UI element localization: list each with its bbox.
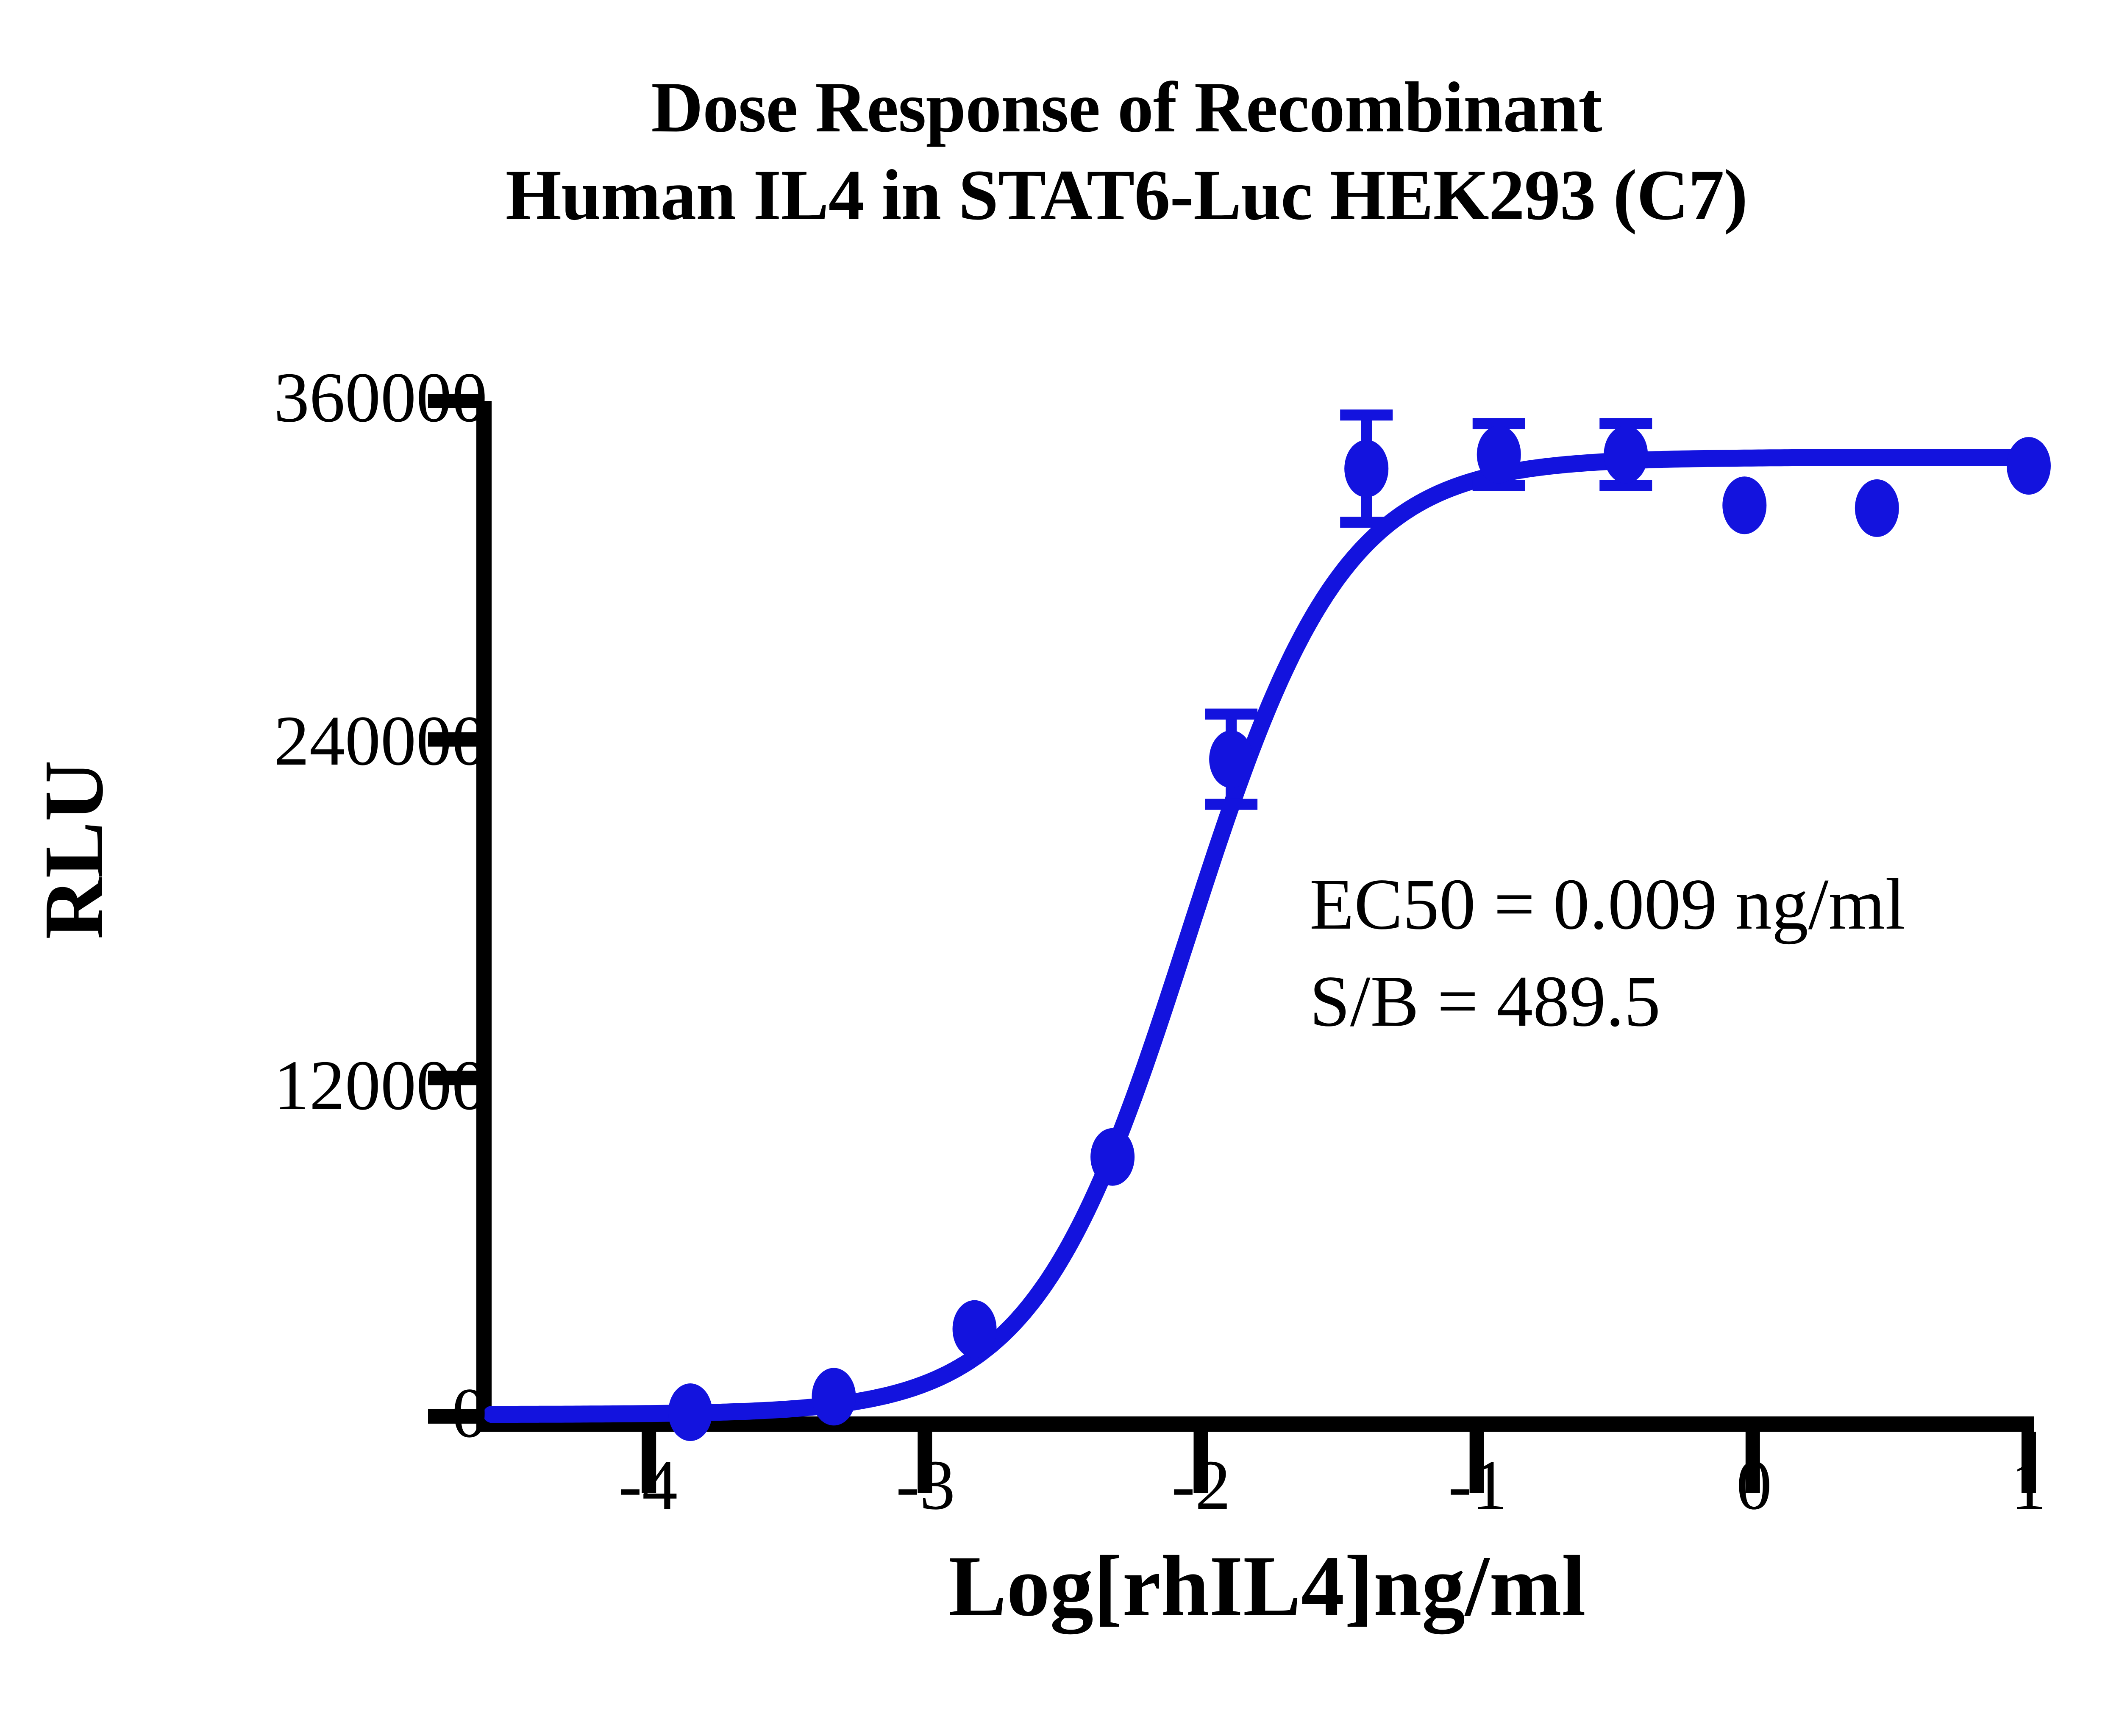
data-point-1[interactable]	[812, 1368, 856, 1426]
title-line-2: Human IL4 in STAT6-Luc HEK293 (C7)	[505, 155, 1748, 235]
y-tick-label-120000: 120000	[274, 1046, 487, 1125]
data-point-5[interactable]	[1344, 440, 1389, 498]
annotation-block: EC50 = 0.009 ng/ml S/B = 489.5	[1310, 856, 1905, 1050]
data-point-4[interactable]	[1209, 730, 1254, 788]
x-tick-label-minus2: -2	[1171, 1446, 1231, 1525]
x-axis-title: Log[rhIL4]ng/ml	[948, 1538, 1586, 1634]
page-title: Dose Response of Recombinant Human IL4 i…	[0, 64, 2119, 239]
data-point-3[interactable]	[1090, 1128, 1135, 1186]
y-tick-label-360000: 360000	[274, 358, 487, 437]
title-line-1: Dose Response of Recombinant	[651, 67, 1602, 147]
data-point-2[interactable]	[952, 1300, 997, 1358]
x-tick-label-minus4: -4	[618, 1446, 678, 1525]
data-point-9[interactable]	[1855, 479, 1899, 537]
ec50-annotation: EC50 = 0.009 ng/ml	[1310, 864, 1906, 945]
x-tick-label-minus3: -3	[896, 1446, 955, 1525]
data-point-7[interactable]	[1604, 426, 1648, 484]
data-point-8[interactable]	[1722, 476, 1767, 534]
sb-annotation: S/B = 489.5	[1310, 961, 1661, 1042]
y-tick-label-240000: 240000	[274, 701, 487, 780]
fit-curve	[483, 449, 2043, 1423]
y-tick-label-0: 0	[452, 1374, 487, 1452]
x-tick-label-one: 1	[2011, 1446, 2047, 1525]
data-point-6[interactable]	[1477, 426, 1521, 484]
x-tick-label-minus1: -1	[1448, 1446, 1507, 1525]
y-axis-title: RLU	[27, 760, 121, 940]
data-point-0[interactable]	[668, 1383, 712, 1441]
data-point-10[interactable]	[2006, 437, 2051, 495]
x-tick-label-zero: 0	[1736, 1446, 1772, 1525]
